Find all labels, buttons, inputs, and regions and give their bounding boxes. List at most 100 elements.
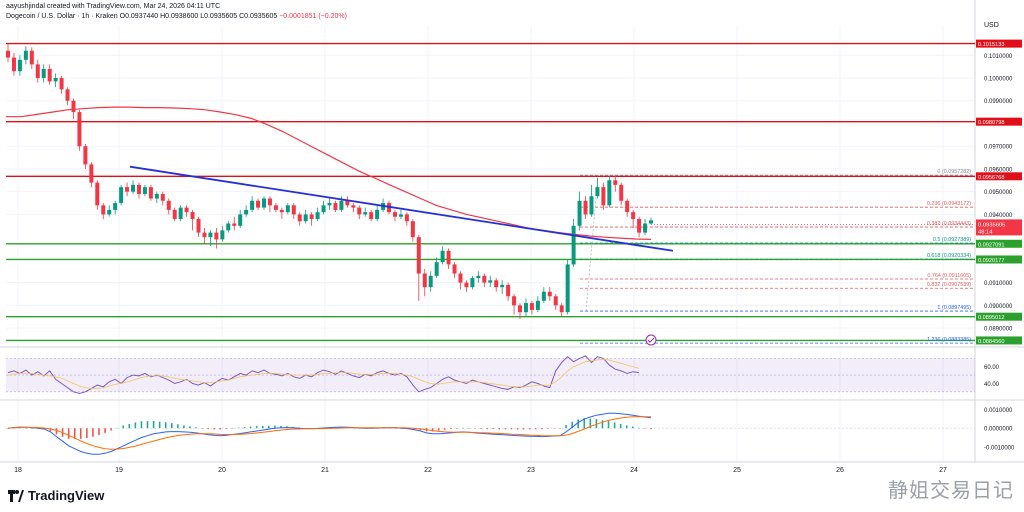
candle-body [583, 200, 588, 215]
candle [357, 205, 362, 219]
macd-histogram-bar [644, 428, 646, 429]
macd-histogram-bar [395, 428, 398, 429]
macd-histogram-bar [79, 428, 82, 439]
candle [154, 191, 159, 204]
candle [327, 198, 332, 210]
candle-body [202, 232, 207, 238]
currency-label: USD [984, 22, 999, 29]
candle-body [172, 209, 177, 219]
fib-level-label: 0.764 (0.0911605) [927, 273, 971, 279]
candle [625, 198, 630, 217]
macd-histogram-bar [25, 428, 27, 429]
trendline-layer [129, 165, 674, 346]
candle [77, 109, 82, 151]
macd-histogram-bar [468, 428, 470, 429]
moving-average-layer [6, 106, 652, 240]
level-price-label: 0.0895012 [978, 315, 1004, 321]
candle [238, 209, 243, 229]
candle [142, 184, 147, 197]
candle-body [464, 282, 469, 288]
macd-histogram-bar [195, 427, 197, 429]
time-tick-label: 27 [939, 467, 947, 474]
symbol-name[interactable]: Dogecoin / U.S. Dollar · 1h · Kraken [6, 13, 118, 20]
candle-body [17, 59, 22, 72]
candle-body [65, 89, 70, 101]
candle-body [196, 218, 201, 233]
macd-histogram-bar [128, 423, 131, 429]
time-tick-label: 24 [630, 467, 638, 474]
macd-histogram-bar [86, 428, 88, 439]
fibonacci-retracement: 0 (0.0957282) 0.236 (0.0943172) 0.382 (0.0… [580, 169, 973, 344]
macd-histogram-bar [462, 427, 464, 429]
candle [244, 205, 249, 217]
candle [220, 225, 225, 242]
candle-body [279, 209, 284, 213]
moving-average-line [6, 106, 652, 240]
macd-tick-label: 0.0000000 [984, 427, 1013, 433]
candle-body [649, 220, 653, 224]
candle [35, 59, 40, 83]
candle-body [625, 200, 630, 213]
candle-body [148, 187, 153, 199]
macd-histogram-bar [571, 421, 573, 429]
time-tick-label: 22 [424, 467, 432, 474]
time-tick-label: 21 [321, 467, 329, 474]
tradingview-logo[interactable]: TradingView [8, 488, 104, 503]
candle [589, 184, 594, 217]
macd-histogram-bar [547, 428, 549, 429]
candle-body [256, 200, 261, 208]
candle-body [232, 223, 237, 226]
candle-body [345, 200, 350, 206]
candle [637, 216, 642, 238]
candle-body [226, 223, 231, 231]
candle-body [23, 50, 28, 60]
candle-body [375, 209, 380, 219]
candle-body [422, 273, 427, 288]
candle [113, 200, 118, 215]
macd-histogram-bar [67, 428, 70, 439]
candle-body [244, 209, 249, 215]
macd-histogram-bar [492, 428, 495, 430]
candle [17, 55, 22, 76]
candle [250, 196, 255, 213]
candle [595, 178, 600, 199]
candle [452, 262, 457, 279]
level-price-tag [976, 255, 1022, 264]
grid [6, 26, 975, 462]
macd-histogram-bar [632, 426, 634, 429]
watermark-text: 静姐交易日记 [888, 478, 1014, 502]
price-tick-label: 0.0950000 [984, 190, 1013, 196]
candle-body [446, 250, 451, 265]
level-price-tag [976, 336, 1022, 345]
candle-body [339, 200, 344, 210]
candle [273, 203, 278, 213]
candle [321, 200, 326, 215]
macd-histogram-bar [49, 428, 52, 432]
macd-histogram-bar [231, 428, 234, 429]
candle [404, 212, 409, 226]
candle-body [131, 184, 136, 192]
macd-histogram-bar [553, 428, 555, 429]
candle-body [410, 221, 415, 238]
macd-signal-line [7, 416, 652, 450]
macd-tick-label: -0.0010000 [984, 445, 1015, 451]
time-tick-label: 25 [733, 467, 741, 474]
candle-body [565, 264, 570, 313]
candle-body [571, 225, 576, 265]
candle [351, 203, 356, 213]
candle [41, 64, 46, 83]
level-price-tag [976, 39, 1022, 48]
macd-histogram-bar [261, 425, 264, 429]
fib-level-label: 0.236 (0.0943172) [927, 201, 971, 207]
candle [196, 216, 201, 238]
candle [571, 218, 576, 267]
ohlc-values: O0.0937440 H0.0938600 L0.0935605 C0.0935… [119, 13, 278, 20]
candle-body [434, 262, 439, 276]
candle [523, 298, 528, 317]
macd-histogram-bar [110, 428, 112, 431]
macd-histogram-bar [383, 428, 385, 429]
candle [547, 287, 552, 301]
candle [375, 205, 380, 222]
candle-body [452, 264, 457, 274]
